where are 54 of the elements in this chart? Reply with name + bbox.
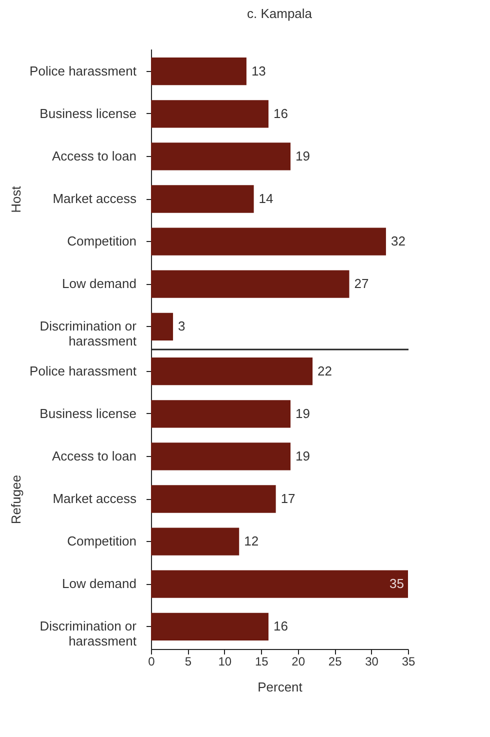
data-label: 19 — [296, 406, 310, 421]
data-label: 17 — [280, 491, 296, 506]
y-axis-title: Refugee — [8, 474, 24, 524]
bar — [151, 485, 276, 513]
data-label: 16 — [273, 618, 288, 634]
data-label: 13 — [251, 63, 266, 78]
y-tick-label: Competition — [67, 234, 136, 249]
bar — [151, 228, 386, 256]
y-tick-label: Police harassment — [30, 63, 137, 78]
data-label: 14 — [258, 191, 274, 206]
y-tick-label: Access to loan — [52, 148, 136, 164]
bar — [151, 442, 291, 470]
bar — [151, 400, 291, 428]
data-label: 22 — [318, 363, 332, 378]
x-tick-label: 35 — [402, 654, 416, 668]
data-label: 27 — [354, 276, 369, 292]
data-label: 19 — [296, 148, 310, 164]
y-tick-label: Low demand — [62, 576, 136, 592]
bar — [151, 312, 174, 340]
y-tick-label: Competition — [67, 534, 136, 549]
bar — [151, 358, 313, 386]
bar — [151, 270, 350, 298]
y-axis-title: Host — [8, 186, 24, 213]
bar — [151, 612, 268, 640]
bar — [151, 528, 240, 556]
data-label: 32 — [390, 234, 406, 249]
x-tick-label: 0 — [148, 654, 156, 668]
x-tick-label: 25 — [328, 654, 342, 668]
x-axis-title: Percent — [258, 680, 303, 694]
chart-title: c. Kampala — [246, 6, 313, 21]
y-tick-label: Market access — [52, 491, 137, 506]
data-label: 19 — [296, 448, 310, 464]
y-tick-label: Business license — [40, 406, 136, 421]
x-tick-label: 10 — [218, 654, 232, 668]
x-tick-label: 20 — [292, 654, 306, 668]
x-tick-label: 15 — [254, 654, 269, 668]
x-tick-label: 30 — [365, 654, 379, 668]
bar — [151, 100, 268, 128]
y-tick-label: Discrimination or harassment — [40, 618, 138, 649]
x-tick-label: 5 — [184, 654, 192, 668]
bar — [151, 570, 408, 598]
data-label: 3 — [178, 318, 186, 334]
y-tick-label: Market access — [52, 191, 137, 206]
bar — [151, 185, 254, 213]
y-tick-label: Low demand — [62, 276, 136, 292]
bar — [151, 58, 246, 86]
data-label: 12 — [244, 534, 259, 549]
y-tick-label: Discrimination or harassment — [40, 318, 138, 349]
y-tick-label: Access to loan — [52, 448, 136, 464]
y-tick-label: Business license — [40, 106, 136, 121]
data-label: 16 — [273, 106, 288, 121]
data-label: 35 — [390, 576, 404, 592]
y-tick-label: Police harassment — [30, 363, 137, 378]
bar — [151, 142, 291, 170]
